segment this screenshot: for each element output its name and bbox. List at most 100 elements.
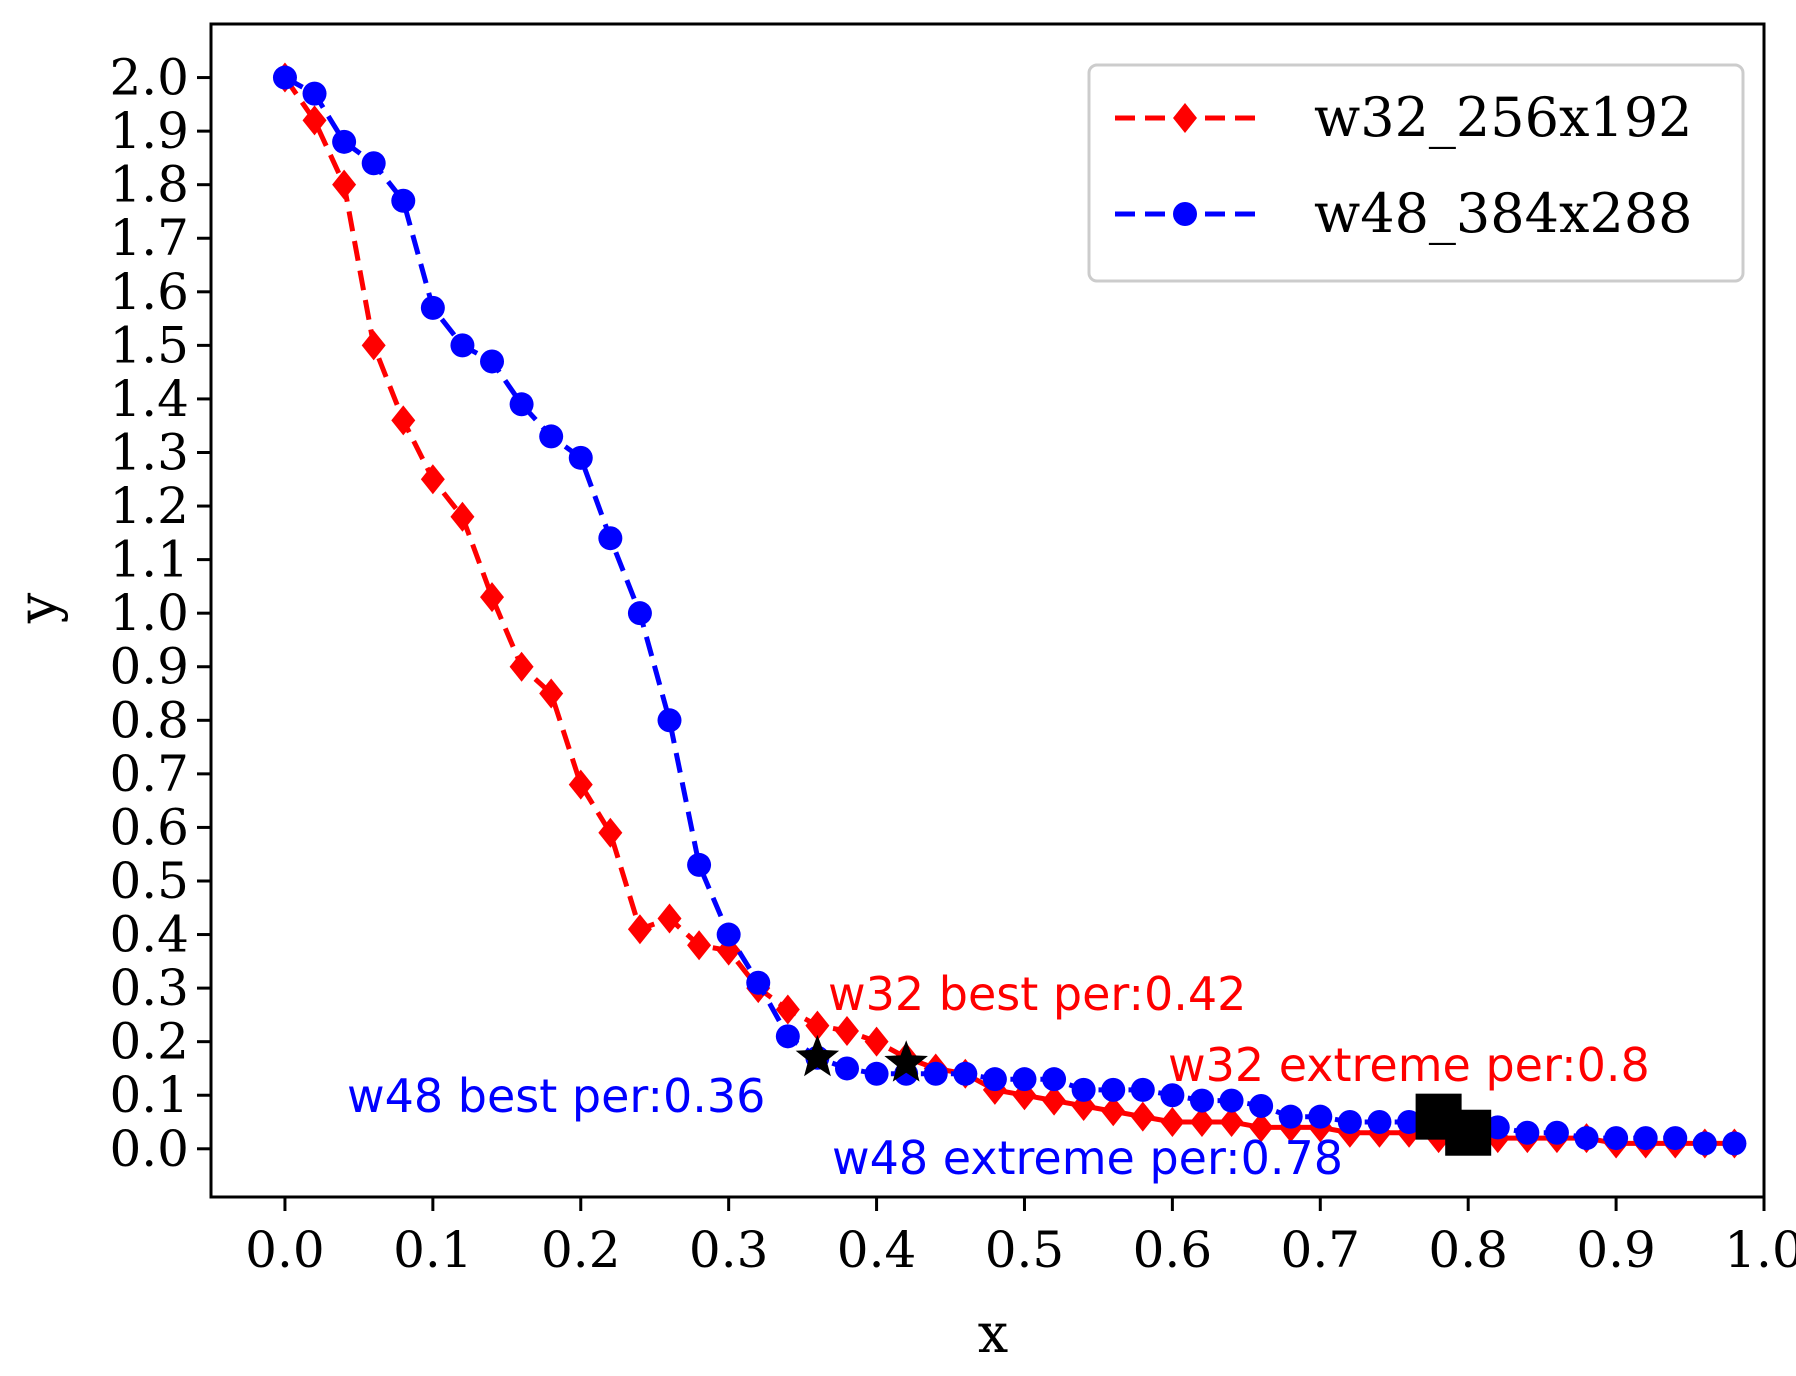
y-tick-label-11: 1.1 (109, 531, 189, 589)
data-point-1-47 (1663, 1126, 1688, 1151)
x-tick-label-10: 1.0 (1724, 1221, 1796, 1279)
data-point-1-1 (302, 81, 327, 106)
data-point-0-3 (361, 330, 386, 361)
data-point-1-41 (1485, 1115, 1510, 1140)
data-point-0-5 (420, 464, 445, 495)
y-tick-label-20: 2.0 (109, 49, 189, 107)
x-tick-label-5: 0.5 (985, 1221, 1065, 1279)
data-point-1-13 (657, 708, 682, 733)
y-tick-label-1: 0.1 (109, 1066, 189, 1124)
data-point-0-1 (302, 105, 327, 136)
x-tick-label-2: 0.2 (541, 1221, 621, 1279)
x-tick-label-3: 0.3 (689, 1221, 769, 1279)
data-point-0-2 (332, 169, 357, 200)
y-tick-label-7: 0.7 (109, 745, 189, 803)
x-tick-label-9: 0.9 (1576, 1221, 1656, 1279)
y-tick-label-8: 0.8 (109, 691, 189, 749)
data-point-0-19 (834, 1015, 859, 1046)
data-point-1-19 (834, 1056, 859, 1081)
data-point-1-8 (509, 392, 534, 417)
data-point-0-31 (1189, 1107, 1214, 1138)
data-point-0-30 (1160, 1107, 1185, 1138)
data-point-1-35 (1308, 1104, 1333, 1129)
data-point-1-23 (953, 1061, 978, 1086)
data-point-1-34 (1278, 1104, 1303, 1129)
y-tick-label-15: 1.5 (109, 316, 189, 374)
data-point-1-42 (1515, 1120, 1540, 1145)
x-tick-label-8: 0.8 (1428, 1221, 1508, 1279)
data-point-1-26 (1042, 1067, 1067, 1092)
y-tick-label-18: 1.8 (109, 156, 189, 214)
data-point-1-29 (1130, 1077, 1155, 1102)
data-point-0-7 (480, 582, 505, 613)
data-point-0-10 (568, 769, 593, 800)
data-point-1-46 (1633, 1126, 1658, 1151)
data-point-1-16 (746, 970, 771, 995)
data-point-0-13 (657, 903, 682, 934)
data-point-0-20 (864, 1026, 889, 1057)
x-axis: 0.0 0.1 0.2 0.3 0.4 0.5 0.6 0.7 0.8 0.9 1.0 (245, 1197, 1796, 1279)
y-axis-label: y (6, 592, 69, 624)
data-point-1-28 (1101, 1077, 1126, 1102)
legend-item-1: w48_384x288 (1115, 182, 1693, 245)
y-tick-label-6: 0.6 (109, 798, 189, 856)
data-point-0-26 (1042, 1085, 1067, 1116)
data-point-1-38 (1397, 1110, 1422, 1135)
data-point-1-2 (332, 129, 357, 154)
data-point-1-27 (1071, 1077, 1096, 1102)
data-point-1-24 (982, 1067, 1007, 1092)
data-point-1-11 (598, 526, 623, 551)
data-point-1-30 (1160, 1083, 1185, 1108)
legend-label-1: w48_384x288 (1314, 182, 1693, 245)
y-tick-label-5: 0.5 (109, 852, 189, 910)
annotation-w32-extreme: w32 extreme per:0.8 (1168, 1038, 1650, 1092)
x-tick-label-6: 0.6 (1133, 1221, 1213, 1279)
x-tick-label-0: 0.0 (245, 1221, 325, 1279)
data-point-0-14 (687, 930, 712, 961)
data-point-1-10 (568, 445, 593, 470)
y-tick-label-9: 0.9 (109, 638, 189, 696)
series-layer (272, 62, 1747, 1159)
highlight-marker-1 (795, 1034, 840, 1077)
data-point-1-4 (391, 188, 416, 213)
data-point-0-4 (391, 405, 416, 436)
data-point-1-43 (1544, 1120, 1569, 1145)
data-point-0-17 (775, 994, 800, 1025)
data-point-0-29 (1130, 1101, 1155, 1132)
data-point-0-28 (1101, 1096, 1126, 1127)
series-1 (272, 65, 1747, 1156)
y-tick-label-19: 1.9 (109, 102, 189, 160)
data-point-1-45 (1604, 1126, 1629, 1151)
data-point-1-3 (361, 151, 386, 176)
x-tick-label-4: 0.4 (837, 1221, 917, 1279)
data-point-1-15 (716, 922, 741, 947)
data-point-1-31 (1189, 1088, 1214, 1113)
x-tick-label-1: 0.1 (393, 1221, 473, 1279)
y-tick-label-16: 1.6 (109, 263, 189, 321)
data-point-1-12 (627, 601, 652, 626)
y-tick-label-4: 0.4 (109, 906, 189, 964)
annotation-w48-best: w48 best per:0.36 (347, 1069, 765, 1123)
data-point-1-9 (539, 424, 564, 449)
legend-label-0: w32_256x192 (1314, 86, 1693, 149)
data-point-1-25 (1012, 1067, 1037, 1092)
legend: w32_256x192 w48_384x288 (1087, 63, 1745, 283)
data-point-1-7 (480, 349, 505, 374)
data-point-1-14 (687, 852, 712, 877)
data-point-1-36 (1337, 1110, 1362, 1135)
y-tick-label-3: 0.3 (109, 959, 189, 1017)
highlight-marker-0 (884, 1040, 928, 1082)
y-tick-label-14: 1.4 (109, 370, 189, 428)
data-point-1-37 (1367, 1110, 1392, 1135)
data-point-1-20 (864, 1061, 889, 1086)
data-point-1-49 (1722, 1131, 1747, 1156)
annotation-layer: w32 best per:0.42 w48 best per:0.36 w32 … (347, 967, 1650, 1185)
legend-item-0: w32_256x192 (1115, 86, 1693, 149)
data-point-0-8 (509, 651, 534, 682)
data-point-0-33 (1249, 1112, 1274, 1143)
data-point-0-11 (598, 817, 623, 848)
y-tick-label-2: 0.2 (109, 1013, 189, 1071)
highlight-marker-3 (1415, 1093, 1462, 1140)
highlight-layer (795, 1034, 1492, 1156)
annotation-w48-extreme: w48 extreme per:0.78 (832, 1131, 1343, 1185)
